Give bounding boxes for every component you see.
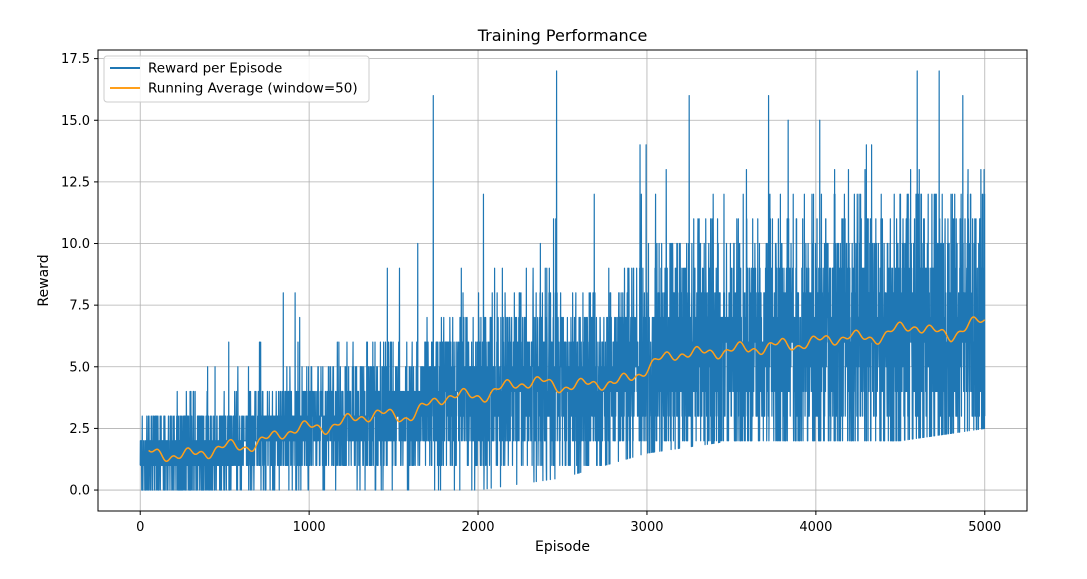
plot-frame (97, 49, 1028, 512)
x-tick-label: 2000 (461, 520, 494, 535)
series-area (139, 70, 986, 491)
y-tick-label: 17.5 (61, 52, 90, 67)
series-line-running-average (148, 316, 986, 463)
y-tick-label: 2.5 (69, 422, 90, 437)
legend-label-reward: Reward per Episode (148, 61, 282, 77)
legend: Reward per Episode Running Average (wind… (103, 55, 370, 103)
y-tick-label: 7.5 (69, 299, 90, 314)
legend-box (103, 55, 370, 103)
series-line-reward (139, 70, 986, 491)
x-tick-label: 4000 (799, 520, 832, 535)
x-axis-label: Episode (535, 539, 590, 555)
y-tick-label: 5.0 (69, 360, 90, 375)
y-tick-label: 15.0 (61, 114, 90, 129)
y-tick-label: 0.0 (69, 484, 90, 499)
axis-ticks: 0 1000 2000 3000 4000 5000 0.0 2.5 5.0 7.5 10.0 12.… (61, 52, 1001, 535)
y-tick-label: 12.5 (61, 175, 90, 190)
legend-label-running-average: Running Average (window=50) (148, 81, 358, 97)
x-tick-label: 5000 (968, 520, 1001, 535)
x-tick-label: 3000 (630, 520, 663, 535)
x-tick-label: 1000 (293, 520, 326, 535)
y-axis-label: Reward (36, 254, 52, 306)
y-tick-label: 10.0 (61, 237, 90, 252)
x-tick-label: 0 (136, 520, 144, 535)
chart-title: Training Performance (477, 26, 648, 45)
